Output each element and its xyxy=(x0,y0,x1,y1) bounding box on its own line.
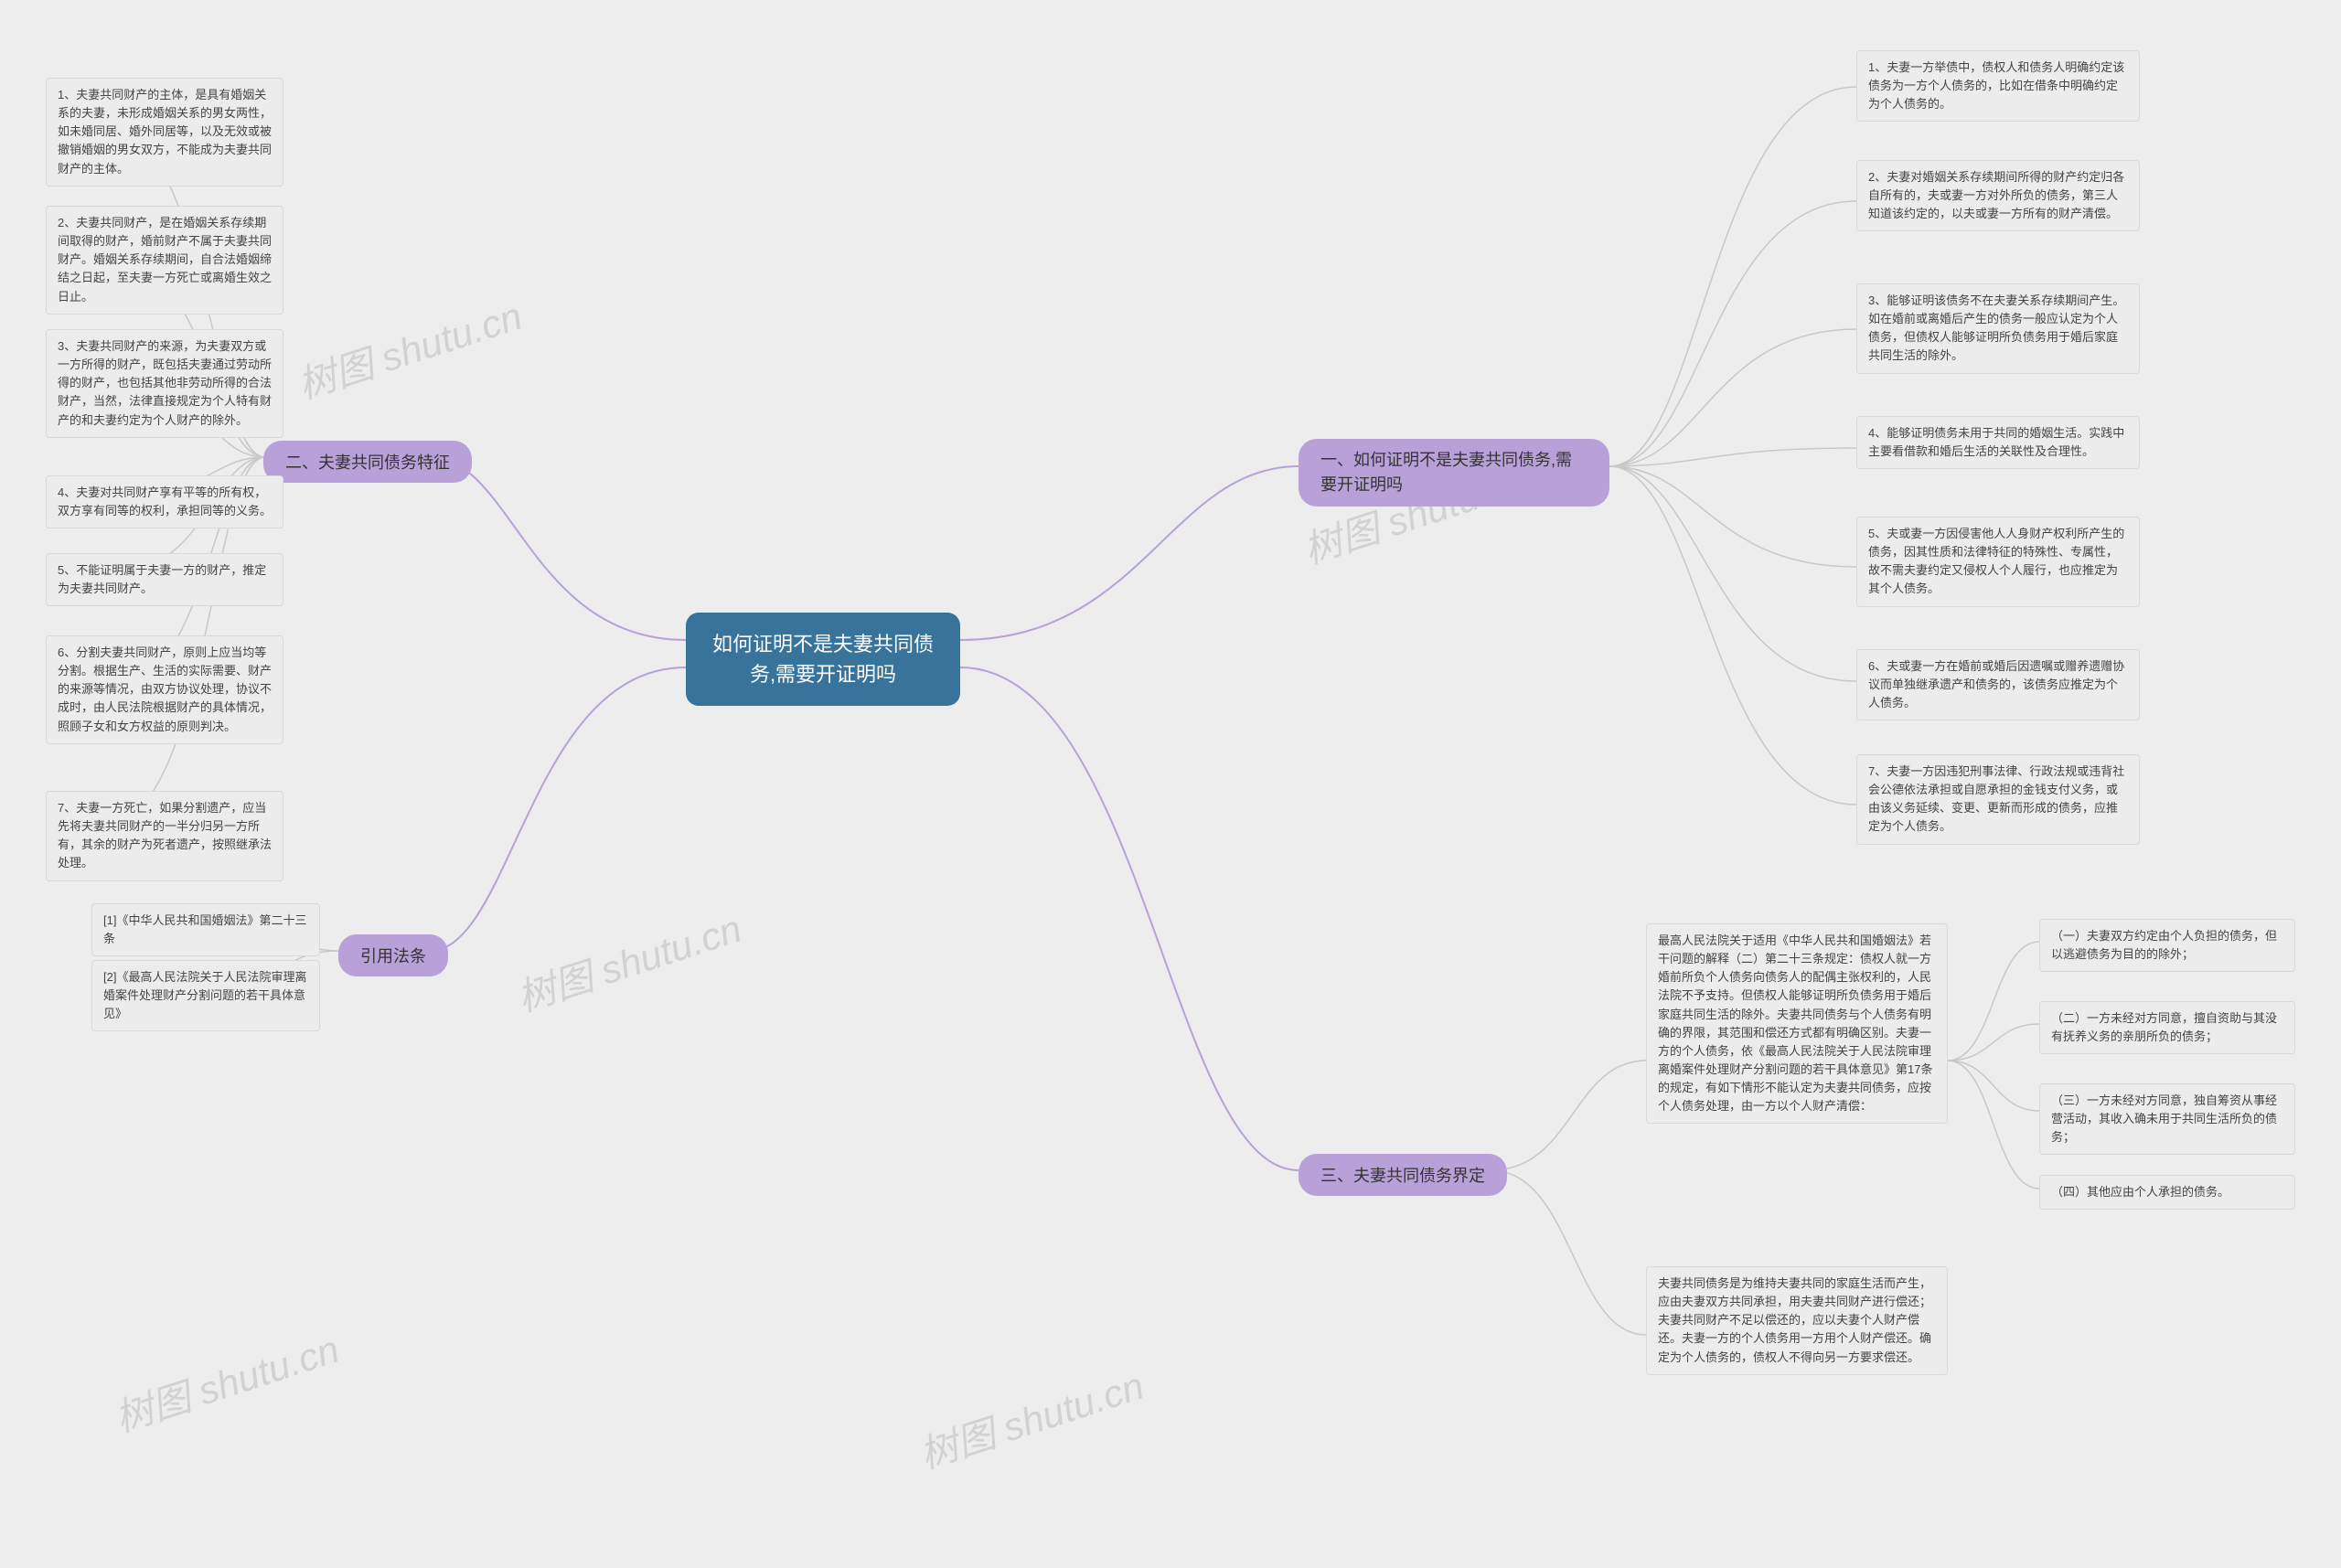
leaf-b2-4: 4、夫妻对共同财产享有平等的所有权，双方享有同等的权利，承担同等的义务。 xyxy=(46,475,283,528)
branch-3: 三、夫妻共同债务界定 xyxy=(1299,1154,1507,1196)
watermark: 树图 shutu.cn xyxy=(107,1318,346,1444)
leaf-b3-d2: 夫妻共同债务是为维持夫妻共同的家庭生活而产生，应由夫妻双方共同承担，用夫妻共同财… xyxy=(1646,1266,1948,1375)
leaf-b3-s1: （一）夫妻双方约定由个人负担的债务，但以逃避债务为目的的除外； xyxy=(2039,919,2295,972)
branch-1: 一、如何证明不是夫妻共同债务,需要开证明吗 xyxy=(1299,439,1609,507)
leaf-b2-2: 2、夫妻共同财产，是在婚姻关系存续期间取得的财产，婚前财产不属于夫妻共同财产。婚… xyxy=(46,206,283,315)
branch-4: 引用法条 xyxy=(338,934,448,976)
watermark: 树图 shutu.cn xyxy=(509,898,748,1023)
leaf-b3-s4: （四）其他应由个人承担的债务。 xyxy=(2039,1175,2295,1210)
leaf-b1-1: 1、夫妻一方举债中，债权人和债务人明确约定该债务为一方个人债务的，比如在借条中明… xyxy=(1856,50,2140,122)
leaf-b2-7: 7、夫妻一方死亡，如果分割遗产，应当先将夫妻共同财产的一半分归另一方所有，其余的… xyxy=(46,791,283,881)
watermark: 树图 shutu.cn xyxy=(912,1355,1150,1480)
watermark: 树图 shutu.cn xyxy=(290,285,529,411)
leaf-b1-5: 5、夫或妻一方因侵害他人人身财产权利所产生的债务，因其性质和法律特征的特殊性、专… xyxy=(1856,517,2140,607)
leaf-b3-s2: （二）一方未经对方同意，擅自资助与其没有抚养义务的亲朋所负的债务； xyxy=(2039,1001,2295,1054)
leaf-b1-7: 7、夫妻一方因违犯刑事法律、行政法规或违背社会公德依法承担或自愿承担的金钱支付义… xyxy=(1856,754,2140,845)
leaf-b4-2: [2]《最高人民法院关于人民法院审理离婚案件处理财产分割问题的若干具体意见》 xyxy=(91,960,320,1031)
center-node: 如何证明不是夫妻共同债务,需要开证明吗 xyxy=(686,613,960,706)
leaf-b2-5: 5、不能证明属于夫妻一方的财产，推定为夫妻共同财产。 xyxy=(46,553,283,606)
branch-2: 二、夫妻共同债务特征 xyxy=(263,441,472,483)
leaf-b2-6: 6、分割夫妻共同财产，原则上应当均等分割。根据生产、生活的实际需要、财产的来源等… xyxy=(46,635,283,744)
leaf-b2-1: 1、夫妻共同财产的主体，是具有婚姻关系的夫妻，未形成婚姻关系的男女两性，如未婚同… xyxy=(46,78,283,187)
leaf-b4-1: [1]《中华人民共和国婚姻法》第二十三条 xyxy=(91,903,320,956)
leaf-b1-2: 2、夫妻对婚姻关系存续期间所得的财产约定归各自所有的，夫或妻一方对外所负的债务，… xyxy=(1856,160,2140,231)
leaf-b1-4: 4、能够证明债务未用于共同的婚姻生活。实践中主要看借款和婚后生活的关联性及合理性… xyxy=(1856,416,2140,469)
leaf-b2-3: 3、夫妻共同财产的来源，为夫妻双方或一方所得的财产，既包括夫妻通过劳动所得的财产… xyxy=(46,329,283,438)
leaf-b3-d1: 最高人民法院关于适用《中华人民共和国婚姻法》若干问题的解释（二）第二十三条规定：… xyxy=(1646,923,1948,1124)
leaf-b1-6: 6、夫或妻一方在婚前或婚后因遗嘱或赠养遗赠协议而单独继承遗产和债务的，该债务应推… xyxy=(1856,649,2140,720)
leaf-b1-3: 3、能够证明该债务不在夫妻关系存续期间产生。如在婚前或离婚后产生的债务一般应认定… xyxy=(1856,283,2140,374)
leaf-b3-s3: （三）一方未经对方同意，独自筹资从事经营活动，其收入确未用于共同生活所负的债务； xyxy=(2039,1083,2295,1155)
